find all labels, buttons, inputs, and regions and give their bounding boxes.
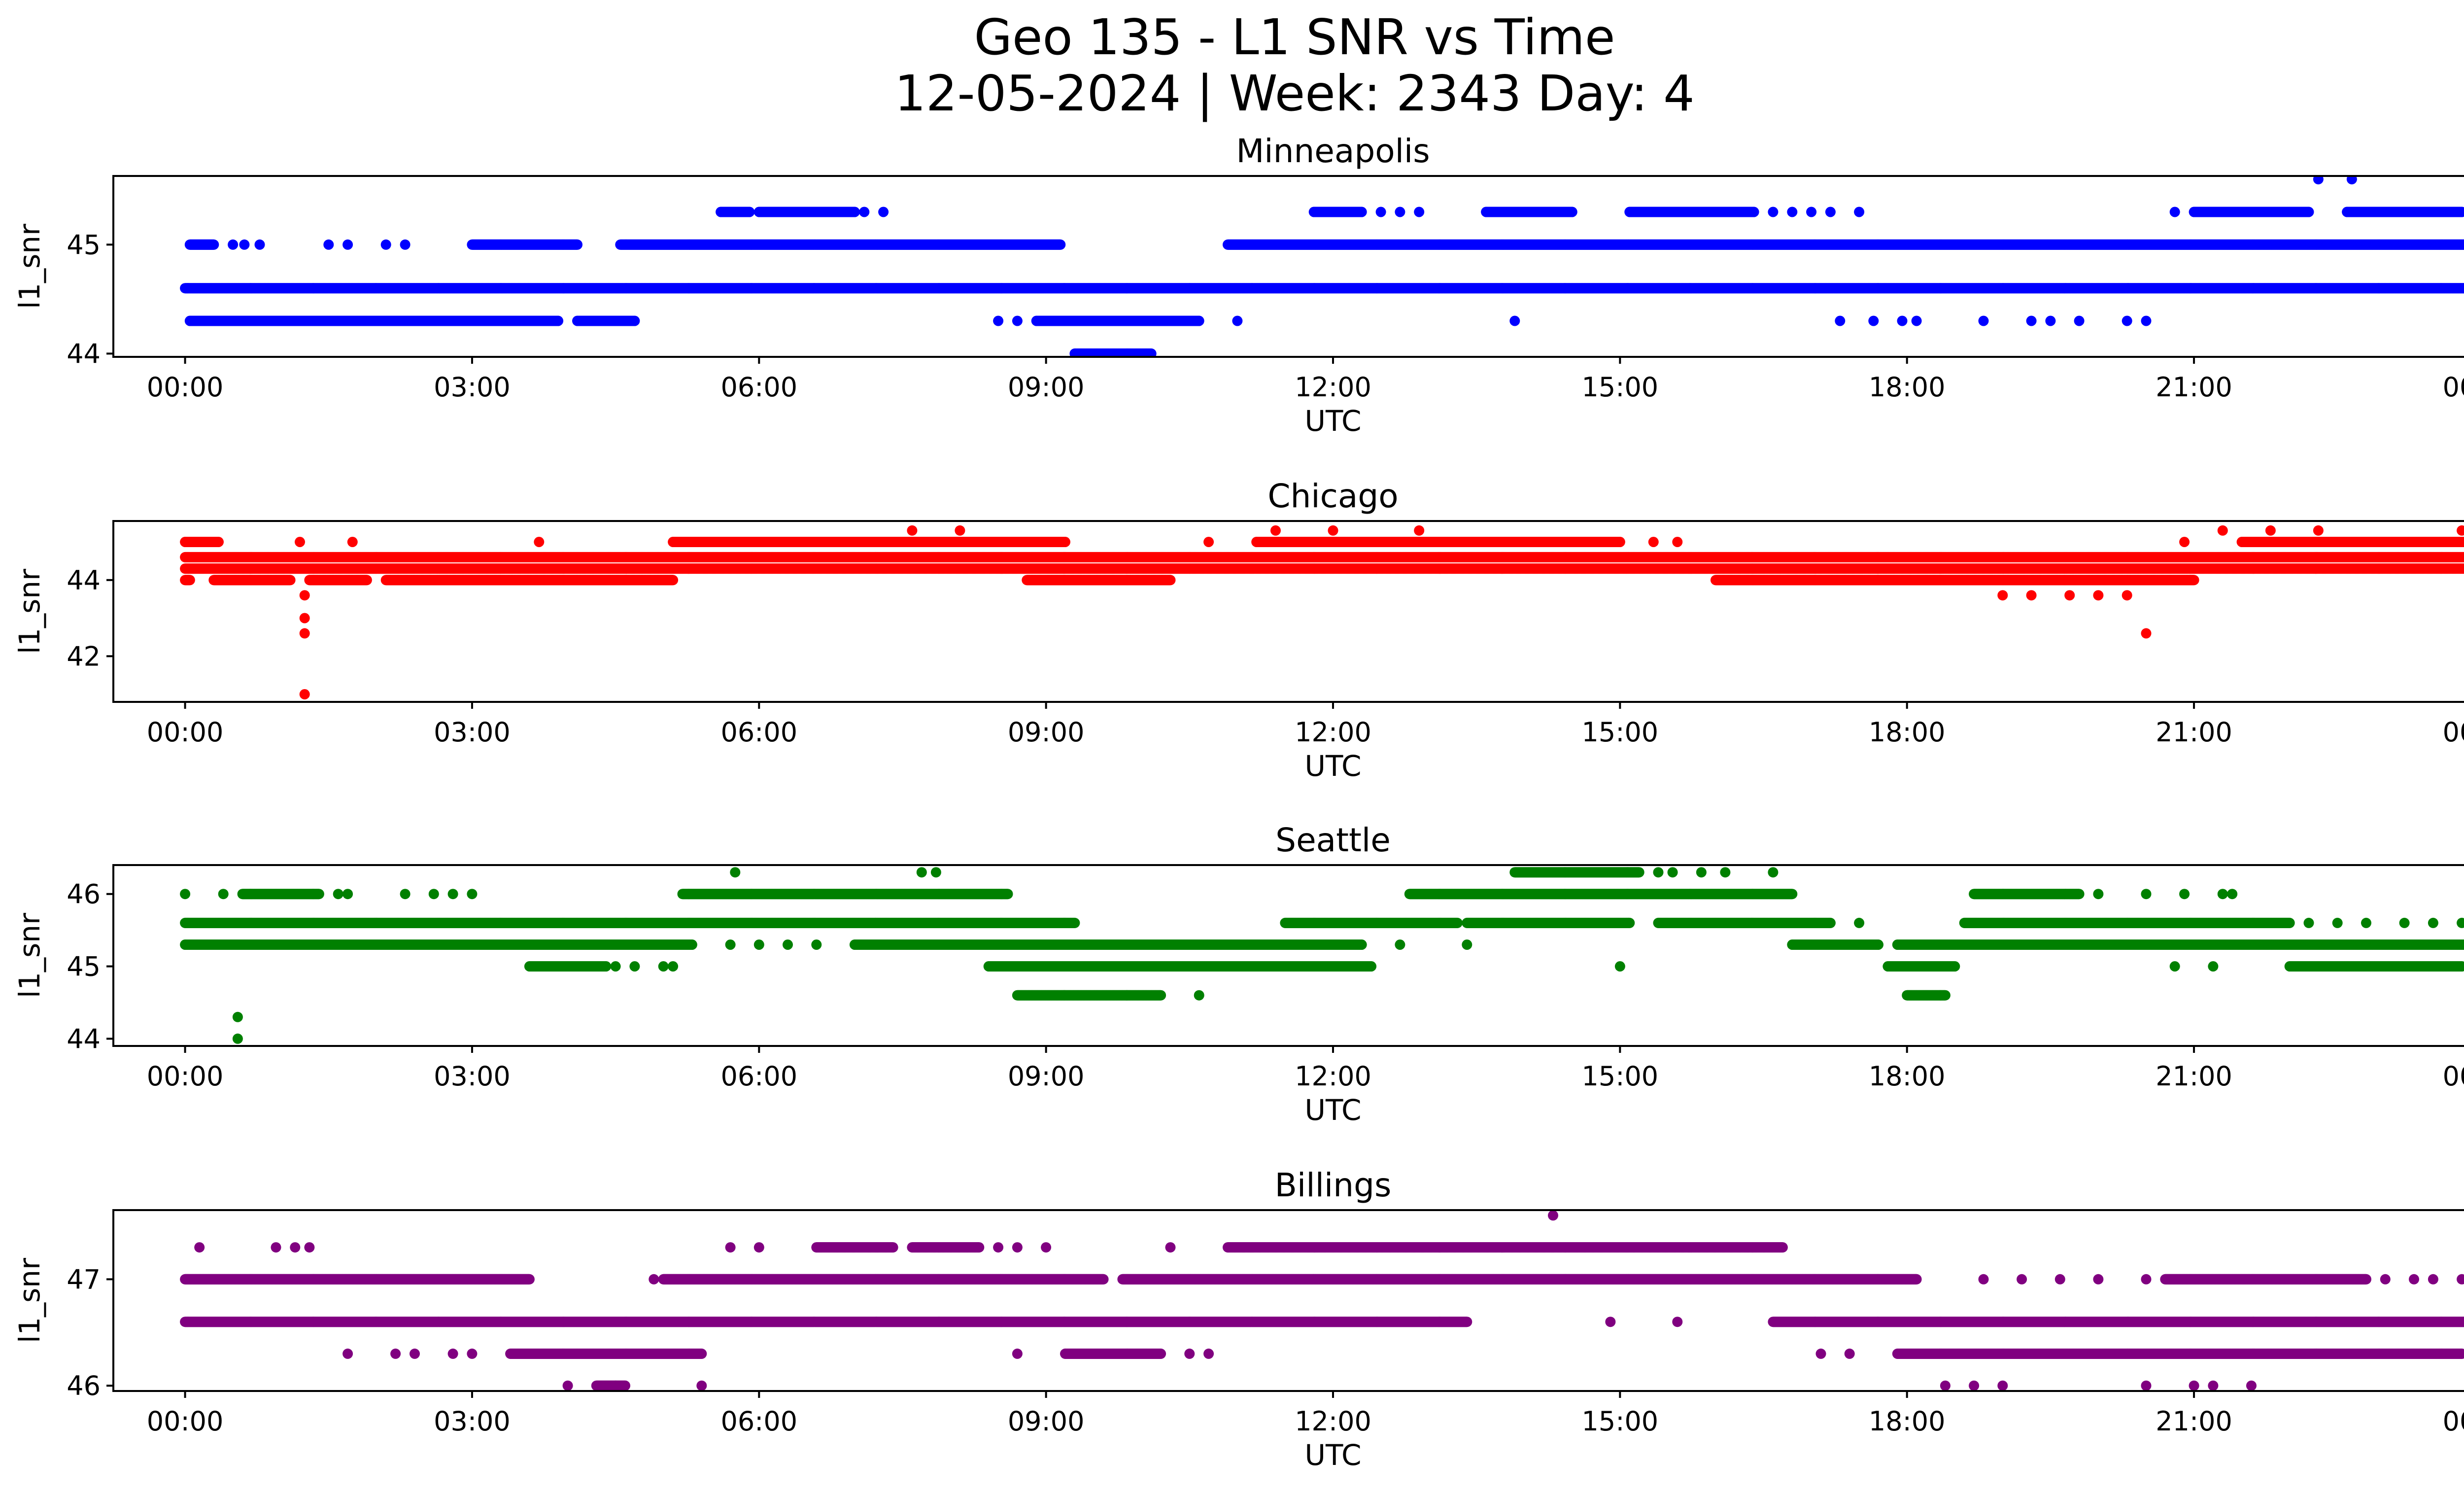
data-point — [208, 239, 219, 250]
figure-title-line-2: 12-05-2024 | Week: 2343 Day: 4 — [894, 65, 1694, 122]
minneapolis-title: Minneapolis — [1236, 132, 1430, 170]
figure-title-line-1: Geo 135 - L1 SNR vs Time — [974, 8, 1615, 66]
